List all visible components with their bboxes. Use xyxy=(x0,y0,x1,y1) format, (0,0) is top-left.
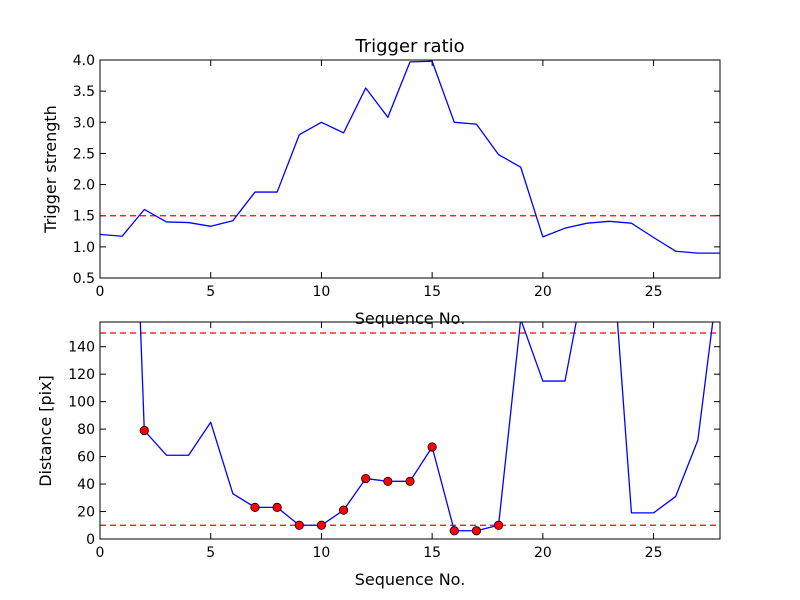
axes-frame xyxy=(99,321,721,540)
x-tick-label: 15 xyxy=(423,284,441,300)
tick-layer: 0 5 10 15 20 25 0 20 40 60 80 100 120 140 xyxy=(68,322,720,561)
x-axis-label: Sequence No. xyxy=(355,570,466,589)
x-tick-label: 25 xyxy=(645,284,663,300)
data-point-marker xyxy=(139,425,149,436)
x-axis-label: Sequence No. xyxy=(355,309,466,328)
y-tick-label: 0.5 xyxy=(73,271,95,287)
tick-layer: 0 5 10 15 20 25 0.5 1.0 1.5 2.0 2.5 3.0 3.5 4.0 xyxy=(73,53,720,300)
y-tick-label: 80 xyxy=(77,422,95,438)
data-point-marker xyxy=(449,526,459,536)
x-tick-label: 5 xyxy=(206,284,215,300)
y-tick-label: 20 xyxy=(77,505,95,521)
data-point-marker xyxy=(493,520,504,530)
data-point-marker xyxy=(427,442,437,452)
data-point-marker xyxy=(250,502,260,513)
plot-area xyxy=(100,60,720,254)
x-tick-label: 10 xyxy=(313,545,331,561)
y-tick-label: 4.0 xyxy=(73,53,95,69)
x-tick-label: 10 xyxy=(313,284,331,300)
y-tick-label: 0 xyxy=(86,532,95,548)
data-point-marker xyxy=(471,526,482,536)
x-tick-label: 20 xyxy=(534,545,552,561)
data-point-marker xyxy=(272,502,282,513)
y-tick-label: 40 xyxy=(77,477,95,493)
data-point-marker xyxy=(405,476,415,486)
chart-title: Trigger ratio xyxy=(354,36,464,57)
y-tick-label: 2.5 xyxy=(73,146,95,162)
y-axis-label: Trigger strength xyxy=(41,105,60,234)
y-tick-label: 100 xyxy=(68,395,95,411)
y-tick-label: 3.5 xyxy=(73,84,95,100)
y-tick-label: 120 xyxy=(68,367,95,383)
data-point-marker xyxy=(316,520,327,530)
y-axis-label: Distance [pix] xyxy=(36,375,55,487)
x-tick-label: 20 xyxy=(534,284,552,300)
series-line xyxy=(139,322,714,532)
x-tick-label: 15 xyxy=(423,545,441,561)
distance-chart: Distance [pix] Sequence No. 0 5 10 15 20 25 0 2… xyxy=(36,321,721,589)
y-tick-label: 3.0 xyxy=(73,115,95,131)
axes-frame xyxy=(99,59,721,279)
plot-area xyxy=(100,322,720,536)
data-point-marker xyxy=(361,473,371,484)
y-tick-label: 1.0 xyxy=(73,240,95,256)
data-point-marker xyxy=(338,505,349,515)
series-line xyxy=(100,60,720,254)
y-tick-label: 60 xyxy=(77,450,95,466)
x-tick-label: 0 xyxy=(96,284,105,300)
x-tick-label: 0 xyxy=(96,545,105,561)
y-tick-label: 1.5 xyxy=(73,209,95,225)
y-tick-label: 140 xyxy=(68,340,95,356)
data-point-marker xyxy=(294,520,304,530)
trigger-ratio-chart: Trigger ratio Trigger strength Sequence … xyxy=(41,36,721,328)
x-tick-label: 25 xyxy=(645,545,663,561)
y-tick-label: 2.0 xyxy=(73,178,95,194)
data-point-marker xyxy=(383,476,393,486)
x-tick-label: 5 xyxy=(206,545,215,561)
